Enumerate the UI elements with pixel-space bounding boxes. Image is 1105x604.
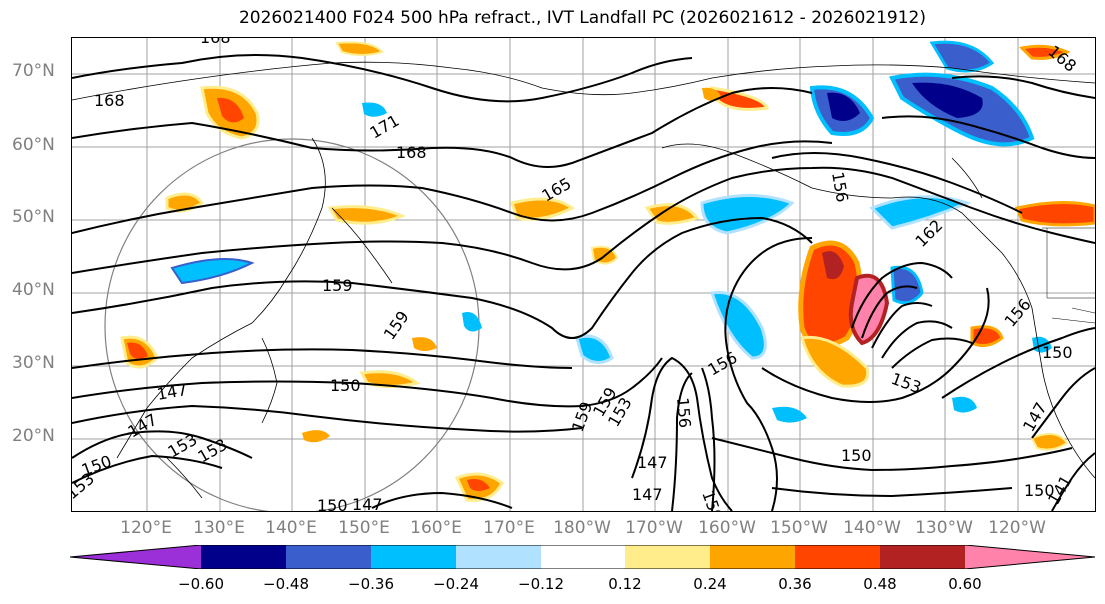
contour-label: 147	[632, 485, 663, 504]
negative-anomaly-shading	[170, 40, 1052, 423]
colorbar-segment	[371, 545, 456, 569]
lat-label-30n: 30°N	[12, 353, 55, 373]
colorbar-outline	[70, 545, 1096, 569]
contour-label: 153	[889, 369, 924, 397]
lat-label-50n: 50°N	[12, 207, 55, 227]
lon-label-120e: 120°E	[120, 518, 172, 538]
lat-label-60n: 60°N	[12, 135, 55, 155]
colorbar-tick-label: −0.48	[263, 575, 309, 593]
lon-label-130w: 130°W	[915, 518, 973, 538]
contour-label: 141	[1044, 472, 1076, 508]
colorbar-tick-label: 0.48	[863, 575, 897, 593]
colorbar-segment	[541, 545, 625, 569]
political-borders	[1042, 227, 1095, 324]
lat-label-40n: 40°N	[12, 280, 55, 300]
lat-label-20n: 20°N	[12, 426, 55, 446]
colorbar-tick-label: −0.24	[433, 575, 479, 593]
colorbar-segment	[710, 545, 795, 569]
colorbar-segment	[880, 545, 965, 569]
colorbar-segment	[795, 545, 880, 569]
colorbar-segment	[286, 545, 371, 569]
lon-label-140e: 140°E	[265, 518, 317, 538]
colorbar-tick-label: 0.12	[608, 575, 642, 593]
colorbar-tick-label: −0.36	[348, 575, 394, 593]
colorbar-segment	[456, 545, 541, 569]
colorbar-segment-extend-low	[70, 545, 201, 569]
coastlines	[72, 61, 1095, 499]
contour-label: 147	[1019, 399, 1051, 435]
lon-label-150e: 150°E	[338, 518, 390, 538]
colorbar-tick-label: 0.36	[778, 575, 812, 593]
lon-label-180w: 180°W	[553, 518, 611, 538]
lon-label-160w: 160°W	[698, 518, 756, 538]
contour-label: 168	[94, 91, 125, 110]
map-canvas: 168 168 171 168 165 159 159 159 162 156 …	[72, 38, 1095, 511]
graticule	[72, 38, 1095, 511]
colorbar	[70, 545, 1096, 569]
colorbar-segment	[625, 545, 710, 569]
lon-label-130e: 130°E	[193, 518, 245, 538]
contour-label: 159	[322, 276, 353, 295]
contour-label: 156	[828, 170, 852, 203]
contour-label: 147	[155, 380, 188, 404]
lon-label-160e: 160°E	[410, 518, 462, 538]
colorbar-segment	[201, 545, 286, 569]
contour-label: 150	[330, 376, 361, 395]
lon-label-140w: 140°W	[843, 518, 901, 538]
contour-label: 156	[673, 397, 695, 429]
contour-label: 168	[396, 143, 427, 162]
contour-label: 156	[705, 348, 741, 380]
contour-label: 150	[1042, 343, 1073, 362]
contour-label: 150	[841, 446, 872, 465]
contour-label: 150	[317, 496, 348, 511]
contour-label: 147	[637, 453, 668, 472]
refractivity-contours	[72, 53, 1095, 511]
lat-label-70n: 70°N	[12, 61, 55, 81]
colorbar-segment-extend-high	[965, 545, 1095, 569]
contour-label: 150	[1024, 481, 1055, 500]
lon-label-170e: 170°E	[483, 518, 535, 538]
contour-label: 147	[352, 495, 383, 511]
colorbar-tick-label: 0.60	[948, 575, 982, 593]
colorbar-tick-label: −0.60	[178, 575, 224, 593]
figure-title: 2026021400 F024 500 hPa refract., IVT La…	[238, 8, 926, 28]
lon-label-120w: 120°W	[988, 518, 1046, 538]
contour-label: 168	[200, 38, 231, 47]
lon-label-150w: 150°W	[770, 518, 828, 538]
contour-label: 159	[380, 307, 413, 343]
colorbar-tick-label: 0.24	[693, 575, 727, 593]
colorbar-tick-label: −0.12	[518, 575, 564, 593]
lon-label-170w: 170°W	[625, 518, 683, 538]
map-panel: 168 168 171 168 165 159 159 159 162 156 …	[71, 37, 1096, 512]
